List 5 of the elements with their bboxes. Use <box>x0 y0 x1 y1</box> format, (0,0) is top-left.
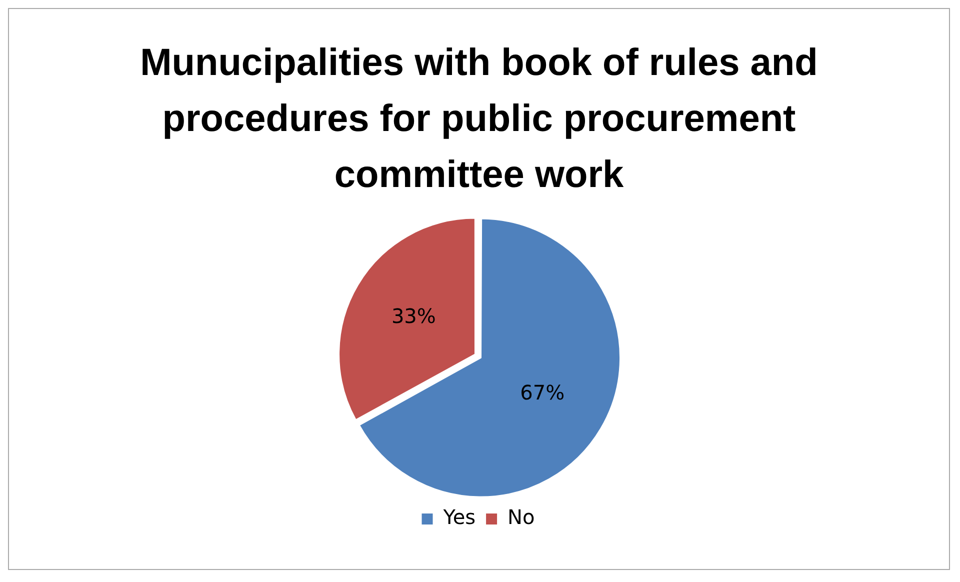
legend-label: Yes <box>442 505 476 530</box>
chart-title: Munucipalities with book of rules and procedures for public procurement committee work <box>139 41 819 198</box>
data-label: 33% <box>391 304 436 328</box>
data-label: 67% <box>520 380 565 404</box>
legend-label: No <box>508 505 535 530</box>
